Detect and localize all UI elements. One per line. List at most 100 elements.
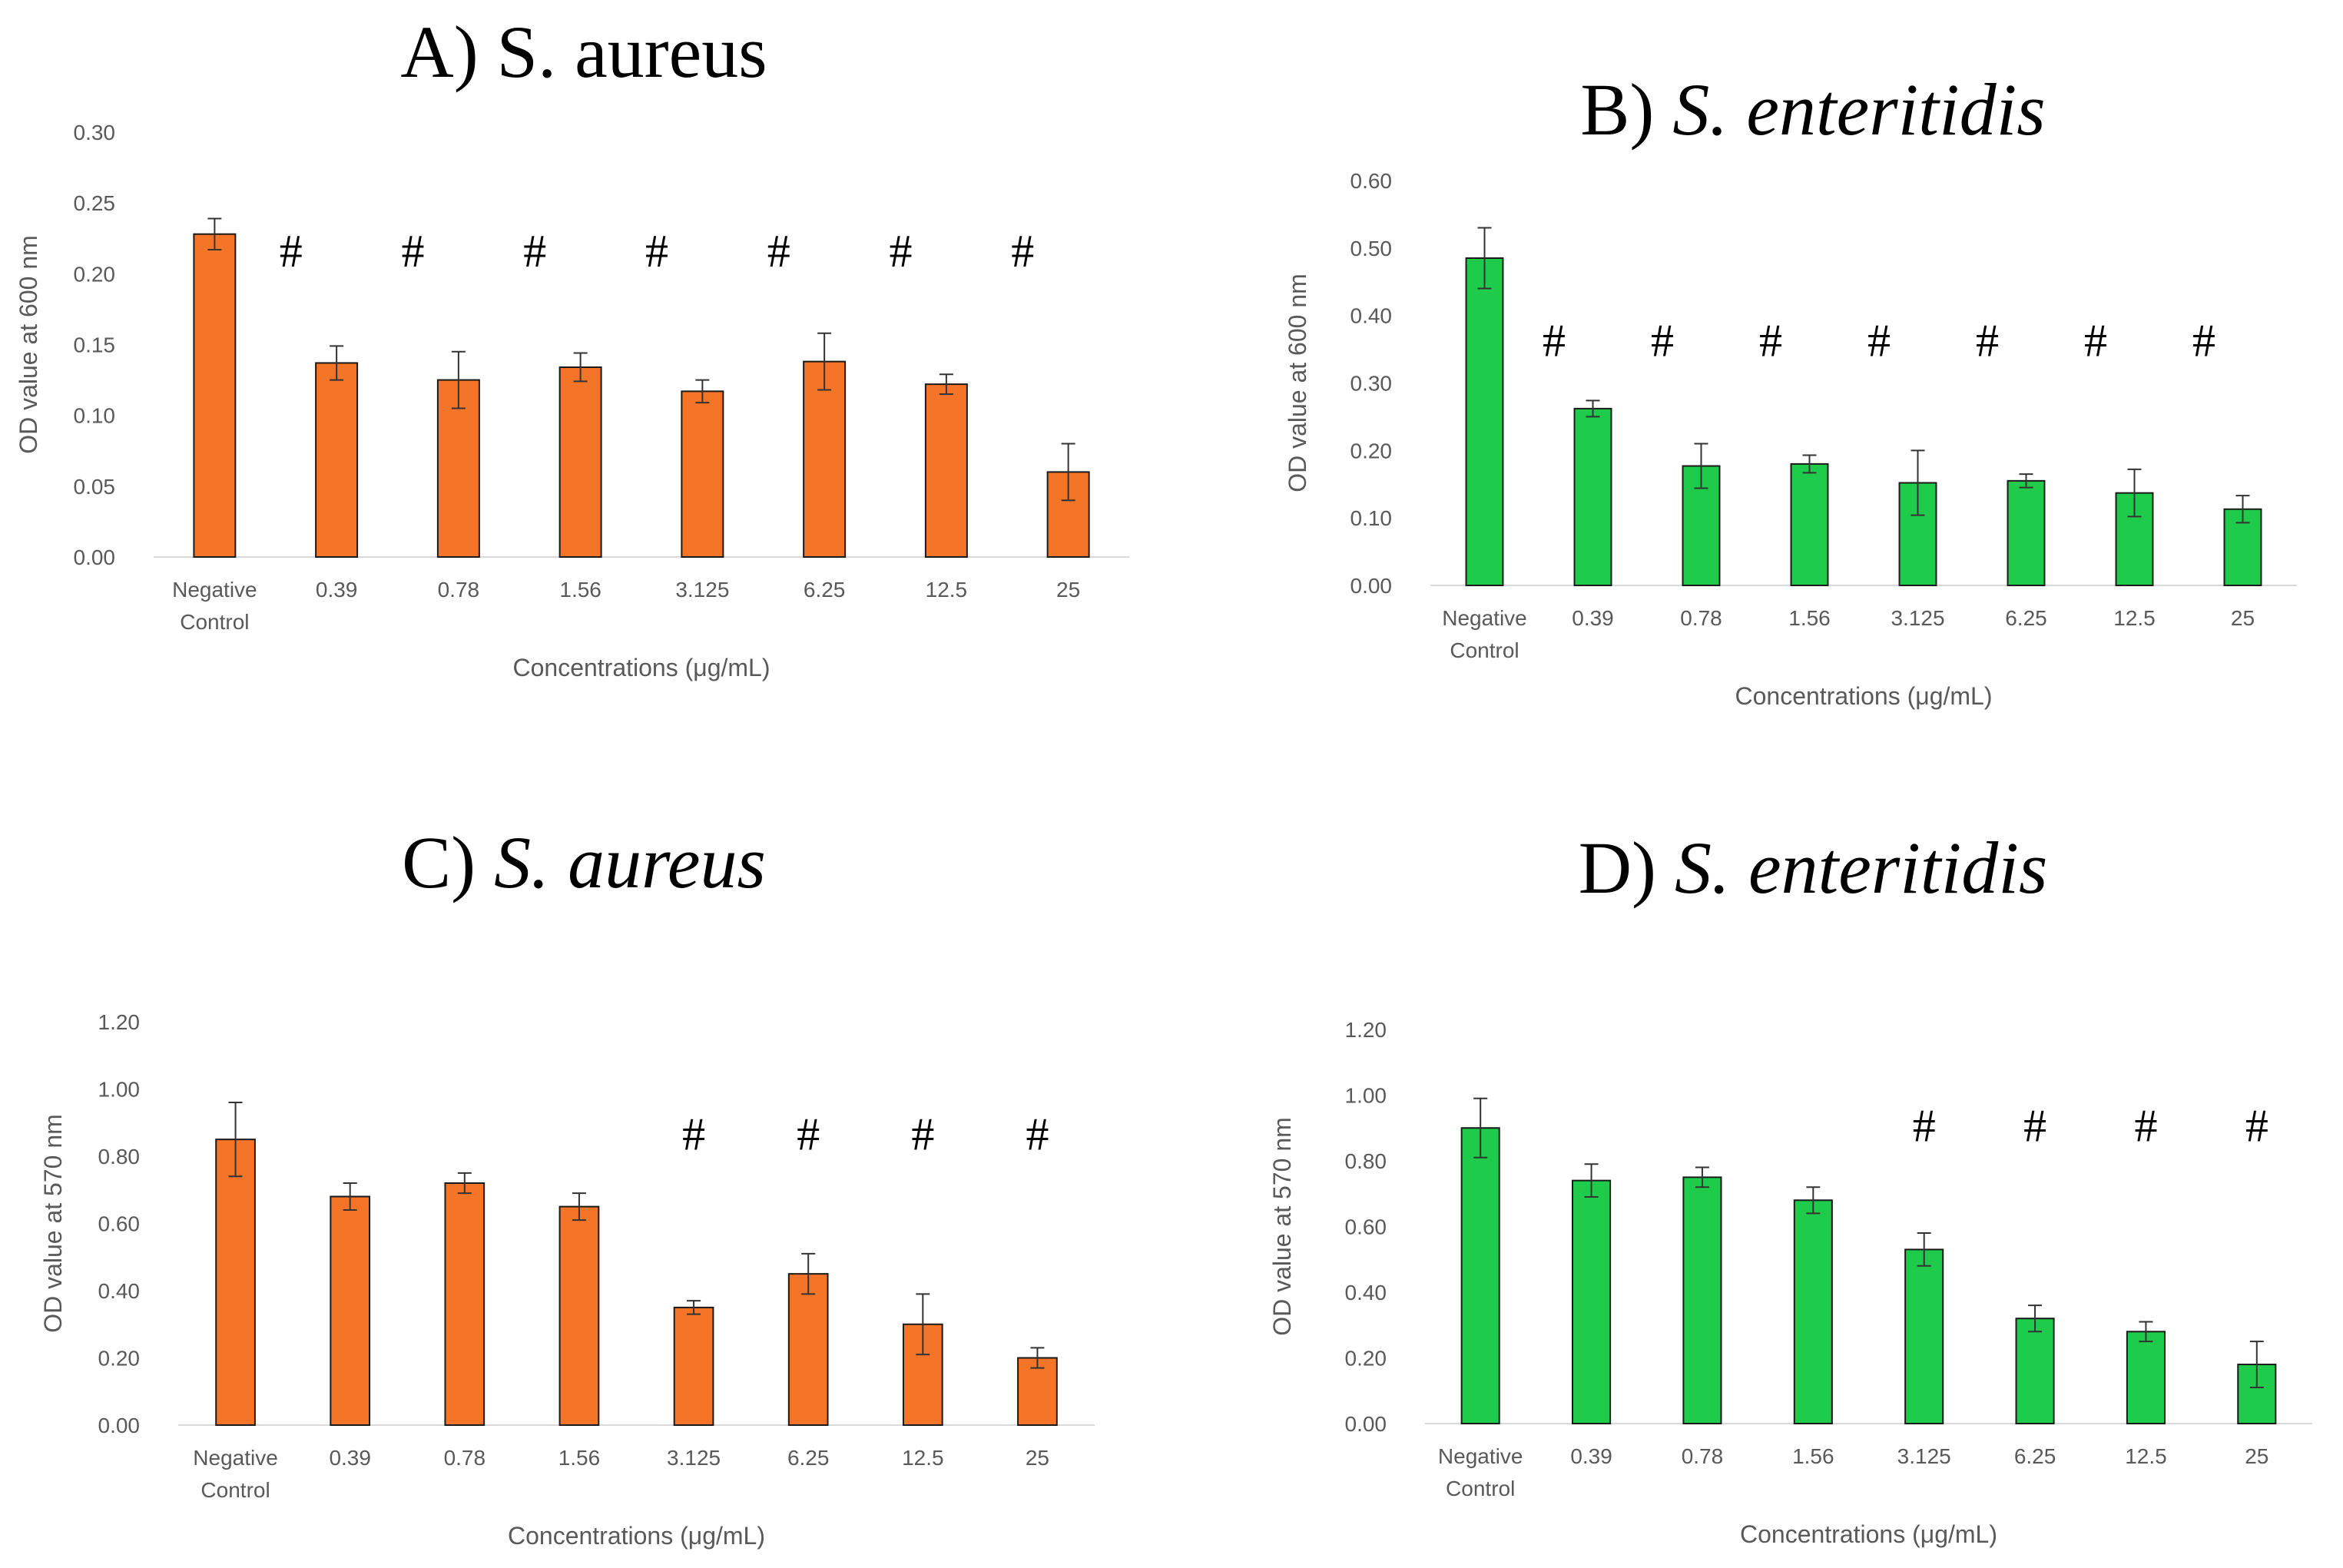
bar — [803, 360, 847, 558]
x-tick-label-line: 12.5 — [926, 578, 968, 602]
x-tick-label-line: 12.5 — [902, 1446, 944, 1470]
x-tick-label-line: 0.39 — [1570, 1444, 1612, 1468]
bar — [1465, 257, 1504, 586]
x-tick-label: 1.56 — [559, 578, 601, 602]
x-tick-label-line: 0.78 — [1680, 606, 1722, 630]
x-tick-label-line: Control — [1450, 638, 1519, 662]
x-tick-label-line: Control — [200, 1478, 270, 1502]
x-tick-label-line: 25 — [2245, 1444, 2268, 1468]
x-tick-label: 0.78 — [1682, 1444, 1724, 1468]
bar — [1460, 1127, 1500, 1424]
x-tick-label: 1.56 — [1792, 1444, 1834, 1468]
significance-marker: # — [1011, 226, 1034, 277]
x-tick-label-line: 6.25 — [2005, 606, 2047, 630]
y-axis-title: OD value at 600 nm — [15, 235, 42, 454]
x-tick-label-line: 3.125 — [1897, 1444, 1951, 1468]
y-tick-label: 0.10 — [1350, 506, 1393, 530]
significance-marker: # — [1026, 1109, 1049, 1159]
x-tick-label-line: 0.39 — [316, 578, 358, 602]
bar — [1793, 1199, 1833, 1425]
significance-marker: # — [2084, 315, 2107, 366]
x-tick-label: 0.39 — [1570, 1444, 1612, 1468]
x-tick-label-line: Control — [180, 610, 249, 634]
y-tick-label: 0.60 — [1345, 1215, 1387, 1239]
y-tick-label: 0.20 — [74, 262, 116, 286]
significance-marker: # — [911, 1109, 934, 1159]
x-tick-label-line: 0.78 — [1682, 1444, 1724, 1468]
y-tick-label: 0.00 — [1345, 1412, 1387, 1436]
significance-marker: # — [1976, 315, 1999, 366]
panel-title: C) S. aureus — [402, 821, 766, 903]
bar — [558, 1205, 600, 1426]
significance-marker: # — [1759, 315, 1782, 366]
x-tick-label-line: 25 — [2231, 606, 2255, 630]
significance-marker: # — [1913, 1100, 1936, 1151]
x-tick-label: 3.125 — [1897, 1444, 1951, 1468]
significance-marker: # — [767, 226, 790, 277]
bar — [1682, 1176, 1722, 1424]
x-axis-title: Concentrations (μg/mL) — [1740, 1520, 1997, 1548]
x-tick-label-line: 0.78 — [438, 578, 480, 602]
bar — [2015, 1318, 2055, 1424]
x-tick-label: 1.56 — [1788, 606, 1831, 630]
x-tick-label-line: 3.125 — [675, 578, 729, 602]
y-tick-label: 0.40 — [1350, 304, 1393, 328]
bar — [1904, 1248, 1944, 1425]
x-tick-label-line: 0.39 — [329, 1446, 371, 1470]
x-tick-label-line: 0.39 — [1572, 606, 1614, 630]
x-tick-label: 25 — [2231, 606, 2255, 630]
significance-marker: # — [682, 1109, 705, 1159]
bar — [2126, 1331, 2166, 1425]
panel-title-prefix: A) — [400, 11, 496, 93]
significance-marker: # — [2192, 315, 2215, 366]
panel-title-organism: S. enteritidis — [1672, 68, 2045, 151]
x-tick-label: 6.25 — [787, 1446, 830, 1470]
x-tick-label-line: 25 — [1026, 1446, 1049, 1470]
x-tick-label-line: 25 — [1056, 578, 1080, 602]
y-tick-label: 0.05 — [74, 475, 116, 499]
significance-marker: # — [523, 226, 546, 277]
y-tick-label: 0.20 — [1345, 1347, 1387, 1371]
x-tick-label-line: 6.25 — [2014, 1444, 2056, 1468]
x-tick-label: 12.5 — [2125, 1444, 2167, 1468]
bar — [673, 1306, 714, 1426]
x-tick-label-line: 1.56 — [1792, 1444, 1834, 1468]
bar — [1790, 462, 1829, 587]
x-tick-label: 3.125 — [1891, 606, 1944, 630]
x-tick-label: 3.125 — [675, 578, 729, 602]
x-tick-label: 0.78 — [444, 1446, 486, 1470]
x-tick-label: 0.39 — [316, 578, 358, 602]
x-tick-label-line: 12.5 — [2125, 1444, 2167, 1468]
y-tick-label: 0.60 — [1350, 169, 1393, 193]
bar — [787, 1273, 829, 1426]
y-tick-label: 0.00 — [98, 1414, 141, 1437]
bar — [330, 1195, 371, 1426]
y-axis-title: OD value at 600 nm — [1284, 273, 1311, 492]
x-tick-label-line: Negative — [172, 578, 257, 602]
significance-marker: # — [280, 226, 303, 277]
x-tick-label-line: 3.125 — [667, 1446, 721, 1470]
panel-title: D) S. enteritidis — [1579, 827, 2048, 909]
panel-title-organism: S. aureus — [497, 11, 767, 93]
x-tick-label: 12.5 — [926, 578, 968, 602]
x-tick-label-line: 6.25 — [804, 578, 846, 602]
x-tick-label-line: 1.56 — [1788, 606, 1831, 630]
bar — [681, 390, 724, 558]
x-tick-label: Negative Control — [172, 578, 257, 634]
y-tick-label: 0.00 — [1350, 574, 1393, 598]
bar — [1573, 407, 1612, 586]
x-tick-label: 6.25 — [804, 578, 846, 602]
panel-title-prefix: D) — [1579, 827, 1675, 909]
x-axis-title: Concentrations (μg/mL) — [512, 654, 770, 681]
x-tick-label: 0.78 — [438, 578, 480, 602]
x-tick-label: 0.78 — [1680, 606, 1722, 630]
x-tick-label: 12.5 — [902, 1446, 944, 1470]
x-tick-label: 0.39 — [329, 1446, 371, 1470]
bar — [215, 1139, 256, 1426]
chart-panel-b: B) S. enteritidis 0.00 0.10 0.20 0.30 0.40 0.5… — [1284, 68, 2297, 710]
x-tick-label-line: 1.56 — [559, 578, 601, 602]
bar — [2007, 479, 2046, 586]
x-tick-label-line: Control — [1446, 1477, 1515, 1500]
x-tick-label-line: 3.125 — [1891, 606, 1944, 630]
significance-marker: # — [1543, 315, 1566, 366]
